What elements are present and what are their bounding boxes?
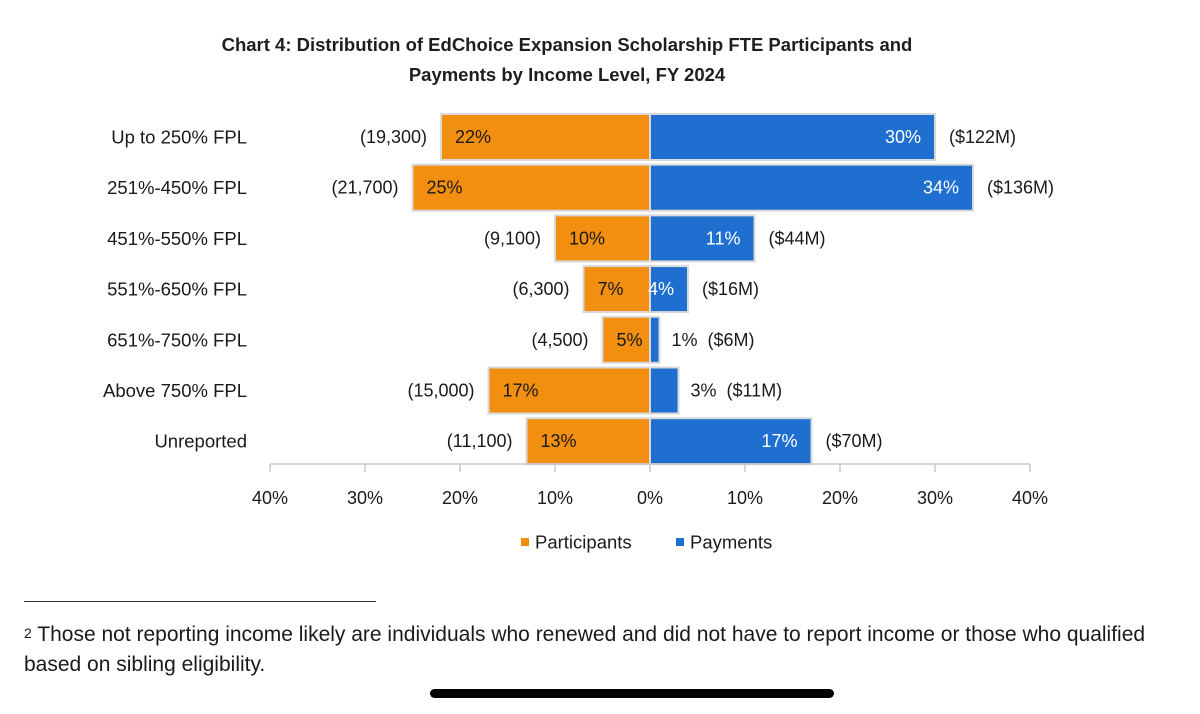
payments-bar <box>649 315 661 364</box>
category-label: 651%-750% FPL <box>107 329 247 350</box>
footnote-marker: 2 <box>24 625 32 641</box>
chart-title: Chart 4: Distribution of EdChoice Expans… <box>0 30 1134 90</box>
payments-bar <box>649 417 813 466</box>
payments-bar <box>649 265 689 314</box>
x-tick-label: 20% <box>822 488 858 508</box>
x-tick-label: 10% <box>727 488 763 508</box>
payments-value-label: 3% <box>691 381 717 401</box>
participants-value-label: 17% <box>503 381 539 401</box>
x-tick-label: 0% <box>637 488 663 508</box>
payments-bar <box>649 214 756 263</box>
payments-value-label: 30% <box>885 127 921 147</box>
participants-bar <box>554 214 651 263</box>
category-label: Above 750% FPL <box>103 380 247 401</box>
category-label: 251%-450% FPL <box>107 177 247 198</box>
participants-value-label: 7% <box>598 279 624 299</box>
participants-count-label: (6,300) <box>512 279 569 299</box>
payments-bar <box>649 366 680 415</box>
payments-value-label: 1% <box>672 330 698 350</box>
chart-title-line-2: Payments by Income Level, FY 2024 <box>408 64 726 85</box>
participants-bar <box>440 113 651 161</box>
participants-count-label: (15,000) <box>407 381 474 401</box>
payments-amount-label: ($70M) <box>826 431 883 451</box>
category-label: Unreported <box>154 431 247 452</box>
chart-title-line-1: Chart 4: Distribution of EdChoice Expans… <box>221 34 913 55</box>
legend-label-participants: Participants <box>535 532 632 553</box>
footnote-divider <box>24 601 376 602</box>
participants-count-label: (19,300) <box>360 127 427 147</box>
participants-value-label: 10% <box>569 228 605 248</box>
payments-bar <box>649 113 936 161</box>
legend-swatch-payments <box>676 538 684 546</box>
category-label: 451%-550% FPL <box>107 228 247 249</box>
x-tick-label: 30% <box>347 488 383 508</box>
participants-count-label: (9,100) <box>484 228 541 248</box>
payments-amount-label: ($6M) <box>708 330 755 350</box>
participants-value-label: 5% <box>617 330 643 350</box>
participants-count-label: (11,100) <box>447 431 513 451</box>
x-tick-label: 20% <box>442 488 478 508</box>
participants-bar <box>601 315 651 364</box>
payments-amount-label: ($16M) <box>702 279 759 299</box>
participants-value-label: 22% <box>455 127 491 147</box>
x-tick-label: 40% <box>252 488 288 508</box>
footnote-text: Those not reporting income likely are in… <box>24 623 1146 676</box>
payments-amount-label: ($11M) <box>727 381 783 401</box>
payments-value-label: 11% <box>706 228 741 248</box>
participants-count-label: (21,700) <box>331 178 398 198</box>
x-tick-label: 30% <box>917 488 953 508</box>
participants-bar <box>411 163 651 212</box>
category-label: 551%-650% FPL <box>107 279 247 300</box>
participants-bar <box>582 265 651 314</box>
payments-amount-label: ($44M) <box>769 228 826 248</box>
legend-label-payments: Payments <box>690 532 772 553</box>
payments-bar <box>649 163 974 212</box>
payments-value-label: 4% <box>648 279 674 299</box>
payments-amount-label: ($136M) <box>987 178 1054 198</box>
participants-bar <box>525 417 651 466</box>
participants-value-label: 25% <box>427 178 463 198</box>
legend-swatch-participants <box>521 538 529 546</box>
payments-value-label: 34% <box>923 178 959 198</box>
category-label: Up to 250% FPL <box>111 127 247 148</box>
home-indicator[interactable] <box>430 689 834 698</box>
diverging-bar-chart: Up to 250% FPL 22% (19,300) 30% ($122M) 251%-… <box>103 113 1054 553</box>
x-tick-label: 10% <box>537 488 573 508</box>
footnote: 2 Those not reporting income likely are … <box>24 620 1184 680</box>
payments-amount-label: ($122M) <box>949 127 1016 147</box>
x-tick-label: 40% <box>1012 488 1048 508</box>
participants-value-label: 13% <box>541 431 577 451</box>
participants-count-label: (4,500) <box>531 330 588 350</box>
payments-value-label: 17% <box>761 431 797 451</box>
